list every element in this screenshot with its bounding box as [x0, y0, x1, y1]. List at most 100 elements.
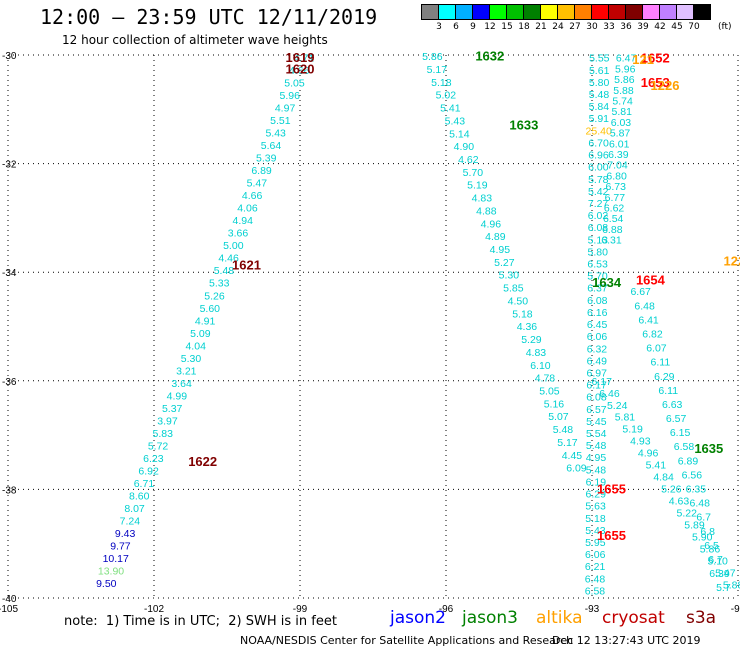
- color-scale-tick-label: 36: [620, 22, 632, 32]
- wave-height-value: 5.10: [707, 555, 728, 567]
- wave-height-value: 5.09: [190, 328, 211, 340]
- color-scale-tick-label: 15: [501, 22, 513, 32]
- pass-time-label: 1226: [724, 253, 740, 268]
- wave-height-value: 6.08: [587, 295, 608, 307]
- pass-time-label: 1633: [509, 118, 538, 133]
- wave-height-value: 5.80: [587, 246, 608, 258]
- wave-height-value: 6.32: [587, 343, 608, 355]
- wave-height-value: 4.95: [586, 452, 607, 464]
- satellite-legend-item: cryosat: [602, 608, 665, 628]
- wave-height-value: 5.16: [544, 398, 565, 410]
- wave-height-value: 6.7: [708, 554, 723, 566]
- wave-height-value: 6.01: [609, 138, 630, 150]
- wave-height-value: 6.17: [592, 376, 613, 388]
- map-subtitle: 12 hour collection of altimeter wave hei…: [62, 33, 328, 47]
- wave-height-value: 5.02: [436, 90, 457, 102]
- wave-height-value: 6.15: [670, 427, 691, 439]
- wave-height-value: 5.00: [223, 240, 244, 252]
- wave-height-value: 6.53: [587, 259, 608, 271]
- wave-height-value: 5.45: [586, 416, 607, 428]
- pass-time-label: 1622: [188, 454, 217, 469]
- altimeter-track: 6.176.465.245.815.194.934.965.414.845.26…: [592, 376, 740, 592]
- wave-height-value: 5.14: [449, 128, 470, 140]
- wave-height-value: 5.48: [586, 440, 607, 452]
- wave-height-value: 4.95: [490, 244, 511, 256]
- wave-height-value: 4.89: [485, 231, 506, 243]
- pass-time-label: 1655: [597, 528, 626, 543]
- wave-height-value: 6.48: [585, 573, 606, 585]
- pass-time-label: 1652: [641, 51, 670, 66]
- wave-height-value: 5.30: [499, 270, 520, 282]
- altimeter-track: 5.555.615.805.485.845.9125.406.706.966.0…: [585, 53, 612, 598]
- color-scale-tick-label: 3: [436, 22, 442, 32]
- wave-height-value: 9.43: [115, 528, 136, 540]
- latitude-tick-label: -32: [2, 160, 17, 171]
- wave-height-value: 6.47: [616, 53, 637, 65]
- wave-height-value: 5.41: [646, 460, 667, 472]
- color-scale-tick-label: 12: [484, 22, 496, 32]
- wave-height-value: 5.41: [440, 103, 461, 115]
- wave-height-value: 5.05: [539, 386, 560, 398]
- wave-height-value: 13.90: [98, 565, 124, 577]
- wave-height-value: 5.91: [589, 113, 610, 125]
- wave-height-value: 7.04: [607, 160, 628, 172]
- pass-time-label: 1621: [232, 258, 261, 273]
- wave-height-value: 5.48: [586, 464, 607, 476]
- wave-height-value: 4.94: [233, 215, 254, 227]
- wave-height-value: 5.85: [503, 283, 524, 295]
- wave-height-value: 6.37: [587, 283, 608, 295]
- wave-height-value: 5.17: [557, 437, 578, 449]
- wave-height-value: 5.48: [589, 89, 610, 101]
- wave-height-value: 4.83: [472, 193, 493, 205]
- wave-height-value: 6.39: [709, 568, 730, 580]
- wave-height-value: 6.10: [530, 360, 551, 372]
- latitude-tick-label: -36: [2, 377, 17, 388]
- wave-height-value: 5.64: [261, 140, 282, 152]
- altimeter-track: 5.865.175.185.025.415.435.144.904.625.70…: [422, 51, 587, 475]
- wave-height-value: 6.96: [588, 150, 609, 162]
- wave-height-value: 6.67: [630, 286, 651, 298]
- wave-height-value: 6.21: [585, 561, 606, 573]
- wave-height-value: 6.63: [662, 399, 683, 411]
- wave-height-value: 6.58: [674, 441, 695, 453]
- wave-height-value: 5.88: [613, 85, 634, 97]
- longitude-tick-label: -93: [585, 604, 600, 615]
- wave-height-value: 5.70: [463, 167, 484, 179]
- wave-height-value: 6.35: [686, 483, 707, 495]
- wave-height-value: 5.81: [612, 106, 633, 118]
- longitude-tick-label: -105: [0, 604, 18, 615]
- wave-height-value: 5.70: [587, 271, 608, 283]
- wave-height-value: 5.26: [204, 290, 225, 302]
- wave-height-value: 4.88: [476, 205, 497, 217]
- pass-time-label: 1634: [592, 275, 622, 290]
- color-scale: [421, 4, 711, 20]
- wave-height-value: 5.84: [589, 101, 610, 113]
- wave-height-value: 6.08: [586, 392, 607, 404]
- wave-height-value: 6.48: [634, 300, 655, 312]
- wave-height-value: 3.97: [157, 415, 178, 427]
- wave-height-value: 5.54: [586, 428, 607, 440]
- color-scale-tick-label: 39: [637, 22, 649, 32]
- wave-height-value: 6.11: [651, 357, 671, 369]
- wave-height-value: 5.96: [280, 90, 301, 102]
- wave-height-value: 4.91: [195, 315, 216, 327]
- wave-height-value: 6.09: [566, 463, 587, 475]
- color-scale-tick-label: 9: [470, 22, 476, 32]
- color-scale-swatch: [693, 4, 711, 20]
- wave-height-value: 3.64: [171, 378, 192, 390]
- pass-time-label: 121: [632, 52, 654, 67]
- wave-height-value: 5.17: [427, 64, 448, 76]
- wave-height-value: 8.60: [129, 490, 150, 502]
- pass-time-label: 1226: [651, 78, 680, 93]
- pass-time-label: 1619: [286, 50, 315, 65]
- wave-height-value: 4.62: [458, 154, 479, 166]
- wave-height-value: 6.97: [586, 367, 607, 379]
- wave-height-value: 6.46: [599, 388, 620, 400]
- color-scale-tick-label: 45: [671, 22, 683, 32]
- wave-height-value: 6.00: [588, 162, 609, 174]
- longitude-tick-label: -90: [731, 604, 740, 615]
- wave-height-value: 5.51: [270, 115, 291, 127]
- wave-height-value: 6.29: [585, 489, 606, 501]
- wave-height-value: 5.43: [265, 128, 286, 140]
- wave-height-value: 4.63: [669, 496, 690, 508]
